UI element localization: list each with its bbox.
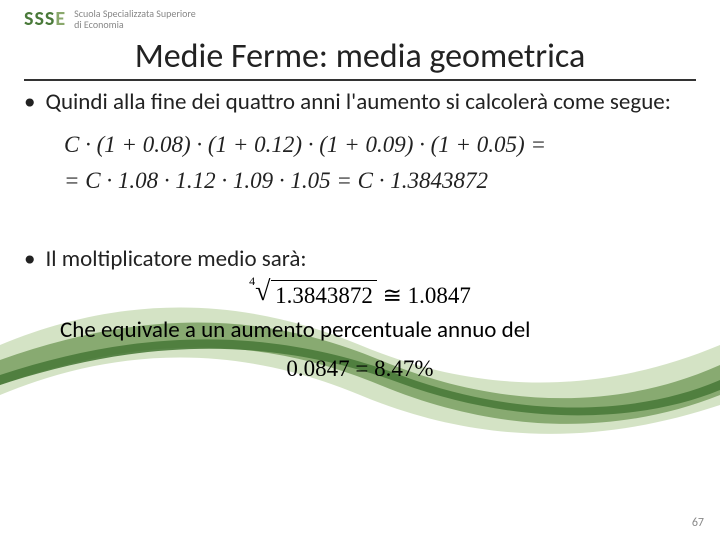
final-result: 0.0847 = 8.47% <box>24 356 696 382</box>
formula-1-line-2: = C · 1.08 · 1.12 · 1.09 · 1.05 = C · 1.… <box>64 163 696 200</box>
bullet-1: • Quindi alla fine dei quattro anni l'au… <box>24 89 696 117</box>
bullet-dot-icon: • <box>24 89 35 117</box>
formula-1-line-1: C · (1 + 0.08) · (1 + 0.12) · (1 + 0.09)… <box>64 127 696 164</box>
formula-root: 4 √ 1.3843872 ≅ 1.0847 <box>24 280 696 309</box>
formula-block-1: C · (1 + 0.08) · (1 + 0.12) · (1 + 0.09)… <box>64 127 696 201</box>
root-radicand: 1.3843872 <box>271 280 377 309</box>
slide-title: Medie Ferme: media geometrica <box>24 36 696 81</box>
root-symbol-icon: √ <box>255 276 270 308</box>
page-number: 67 <box>692 516 704 530</box>
bullet-1-text: Quindi alla fine dei quattro anni l'aume… <box>45 89 670 117</box>
bullet-2-text: Il moltiplicatore medio sarà: <box>45 246 306 274</box>
root-result: ≅ 1.0847 <box>377 283 471 308</box>
bullet-2: • Il moltiplicatore medio sarà: <box>24 246 696 274</box>
bullet-dot-icon: • <box>24 246 35 274</box>
continuation-text: Che equivale a un aumento percentuale an… <box>60 317 696 345</box>
slide-content: Medie Ferme: media geometrica • Quindi a… <box>0 0 720 382</box>
